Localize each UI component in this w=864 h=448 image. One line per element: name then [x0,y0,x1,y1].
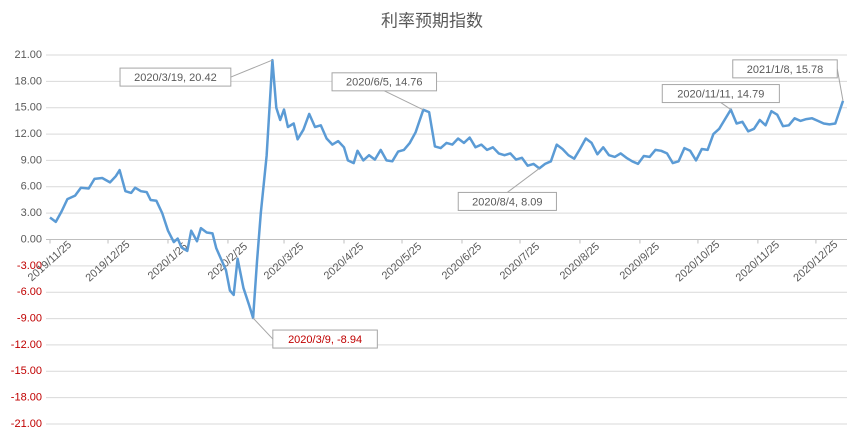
y-tick-label: -18.00 [11,392,42,404]
y-tick-label: -9.00 [17,312,42,324]
y-tick-label: -3.00 [17,260,42,272]
annotation-label: 2020/8/4, 8.09 [472,196,542,208]
annotation-label: 2021/1/8, 15.78 [747,64,823,76]
annotation-leader [230,59,273,78]
chart-title: 利率预期指数 [381,11,483,30]
annotation-label: 2020/3/19, 20.42 [134,72,217,84]
annotation-leader [720,102,732,110]
y-tick-label: 0.00 [21,233,42,245]
annotation-box [119,67,232,87]
annotation-label: 2020/11/11, 14.79 [677,88,764,100]
annotation-box [457,191,557,211]
annotation-box [732,59,838,79]
annotation-box [661,84,780,104]
annotation-leader [507,168,540,193]
y-tick-label: 12.00 [14,128,42,140]
y-tick-label: 9.00 [21,154,42,166]
annotation-box [272,329,378,349]
annotation-label: 2020/6/5, 14.76 [346,77,422,89]
data-line [49,58,845,320]
annotation-leader [836,68,844,101]
y-tick-label: 15.00 [14,102,42,114]
y-tick-label: -21.00 [11,418,42,430]
y-tick-label: -15.00 [11,365,42,377]
y-tick-label: 21.00 [14,49,42,61]
y-tick-label: 18.00 [14,75,42,87]
annotation-label: 2020/3/9, -8.94 [288,334,362,346]
y-tick-label: 6.00 [21,181,42,193]
y-tick-label: 3.00 [21,207,42,219]
y-tick-label: -12.00 [11,339,42,351]
annotation-leader [384,90,424,111]
annotation-box [331,72,438,92]
y-tick-label: -6.00 [17,286,42,298]
annotation-leader [252,317,274,340]
